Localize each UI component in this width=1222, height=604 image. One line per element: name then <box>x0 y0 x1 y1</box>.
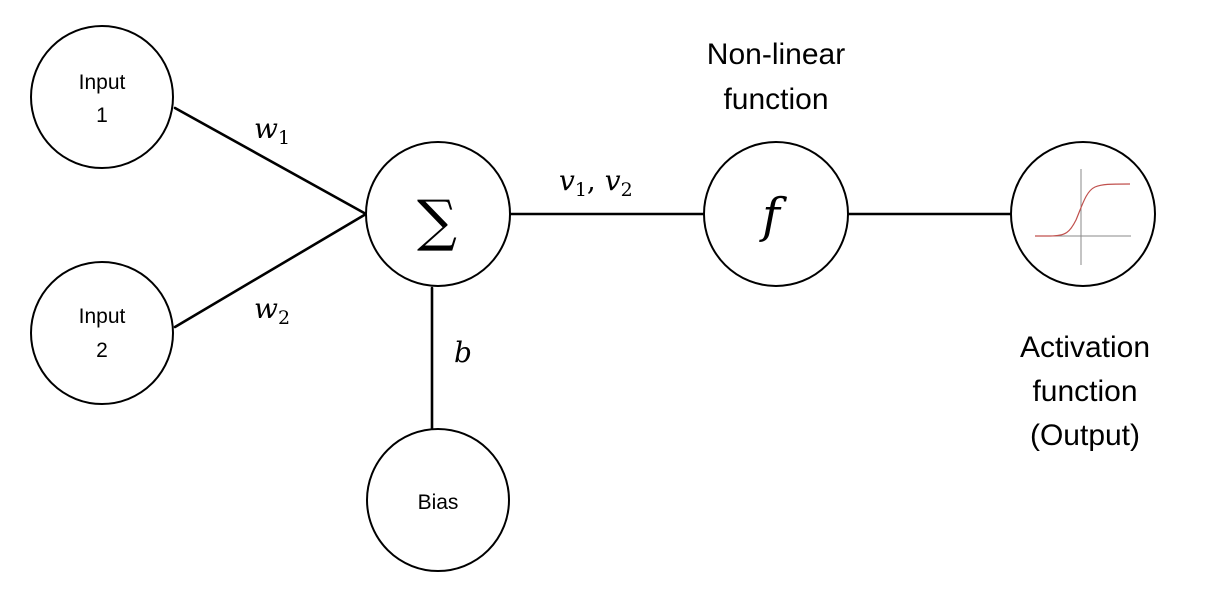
weight-w1-label: w1 <box>254 112 290 149</box>
activation-label-line3: (Output) <box>1030 419 1140 452</box>
sum-node: ∑ <box>365 141 511 287</box>
bias-b-label: b <box>454 336 472 369</box>
input2-node: Input 2 <box>30 261 174 405</box>
edge-input1-to-sum <box>173 106 368 216</box>
input2-label-line1: Input <box>79 305 126 328</box>
sigmoid-plot-icon <box>1035 169 1131 265</box>
input1-node: Input 1 <box>30 25 174 169</box>
nonlinear-label-line2: function <box>723 83 828 116</box>
activation-label-line1: Activation <box>1020 331 1150 364</box>
v1-v2-label: v1, v2 <box>559 164 633 201</box>
input2-label-line2: 2 <box>96 339 108 362</box>
v1-base: v <box>559 164 575 197</box>
edge-input2-to-sum <box>173 212 368 329</box>
sigmoid-curve <box>1035 183 1131 237</box>
activation-node <box>1010 141 1156 287</box>
weight-w2-label: w2 <box>254 292 290 329</box>
nonlinear-label-line1: Non-linear <box>707 38 845 71</box>
v2-subscript: 2 <box>621 179 633 201</box>
sigma-symbol: ∑ <box>417 189 457 254</box>
w2-subscript: 2 <box>278 307 290 329</box>
bias-node: Bias <box>366 428 510 572</box>
function-node: f <box>703 141 849 287</box>
v1-subscript: 1 <box>575 179 587 201</box>
w1-base: w <box>254 112 278 145</box>
w2-base: w <box>254 292 278 325</box>
v-separator: , <box>587 164 605 197</box>
v2-base: v <box>605 164 621 197</box>
activation-label-line2: function <box>1032 375 1137 408</box>
input1-label-line2: 1 <box>96 104 108 127</box>
w1-subscript: 1 <box>278 127 290 149</box>
bias-label: Bias <box>418 491 459 514</box>
input1-label-line1: Input <box>79 71 126 94</box>
